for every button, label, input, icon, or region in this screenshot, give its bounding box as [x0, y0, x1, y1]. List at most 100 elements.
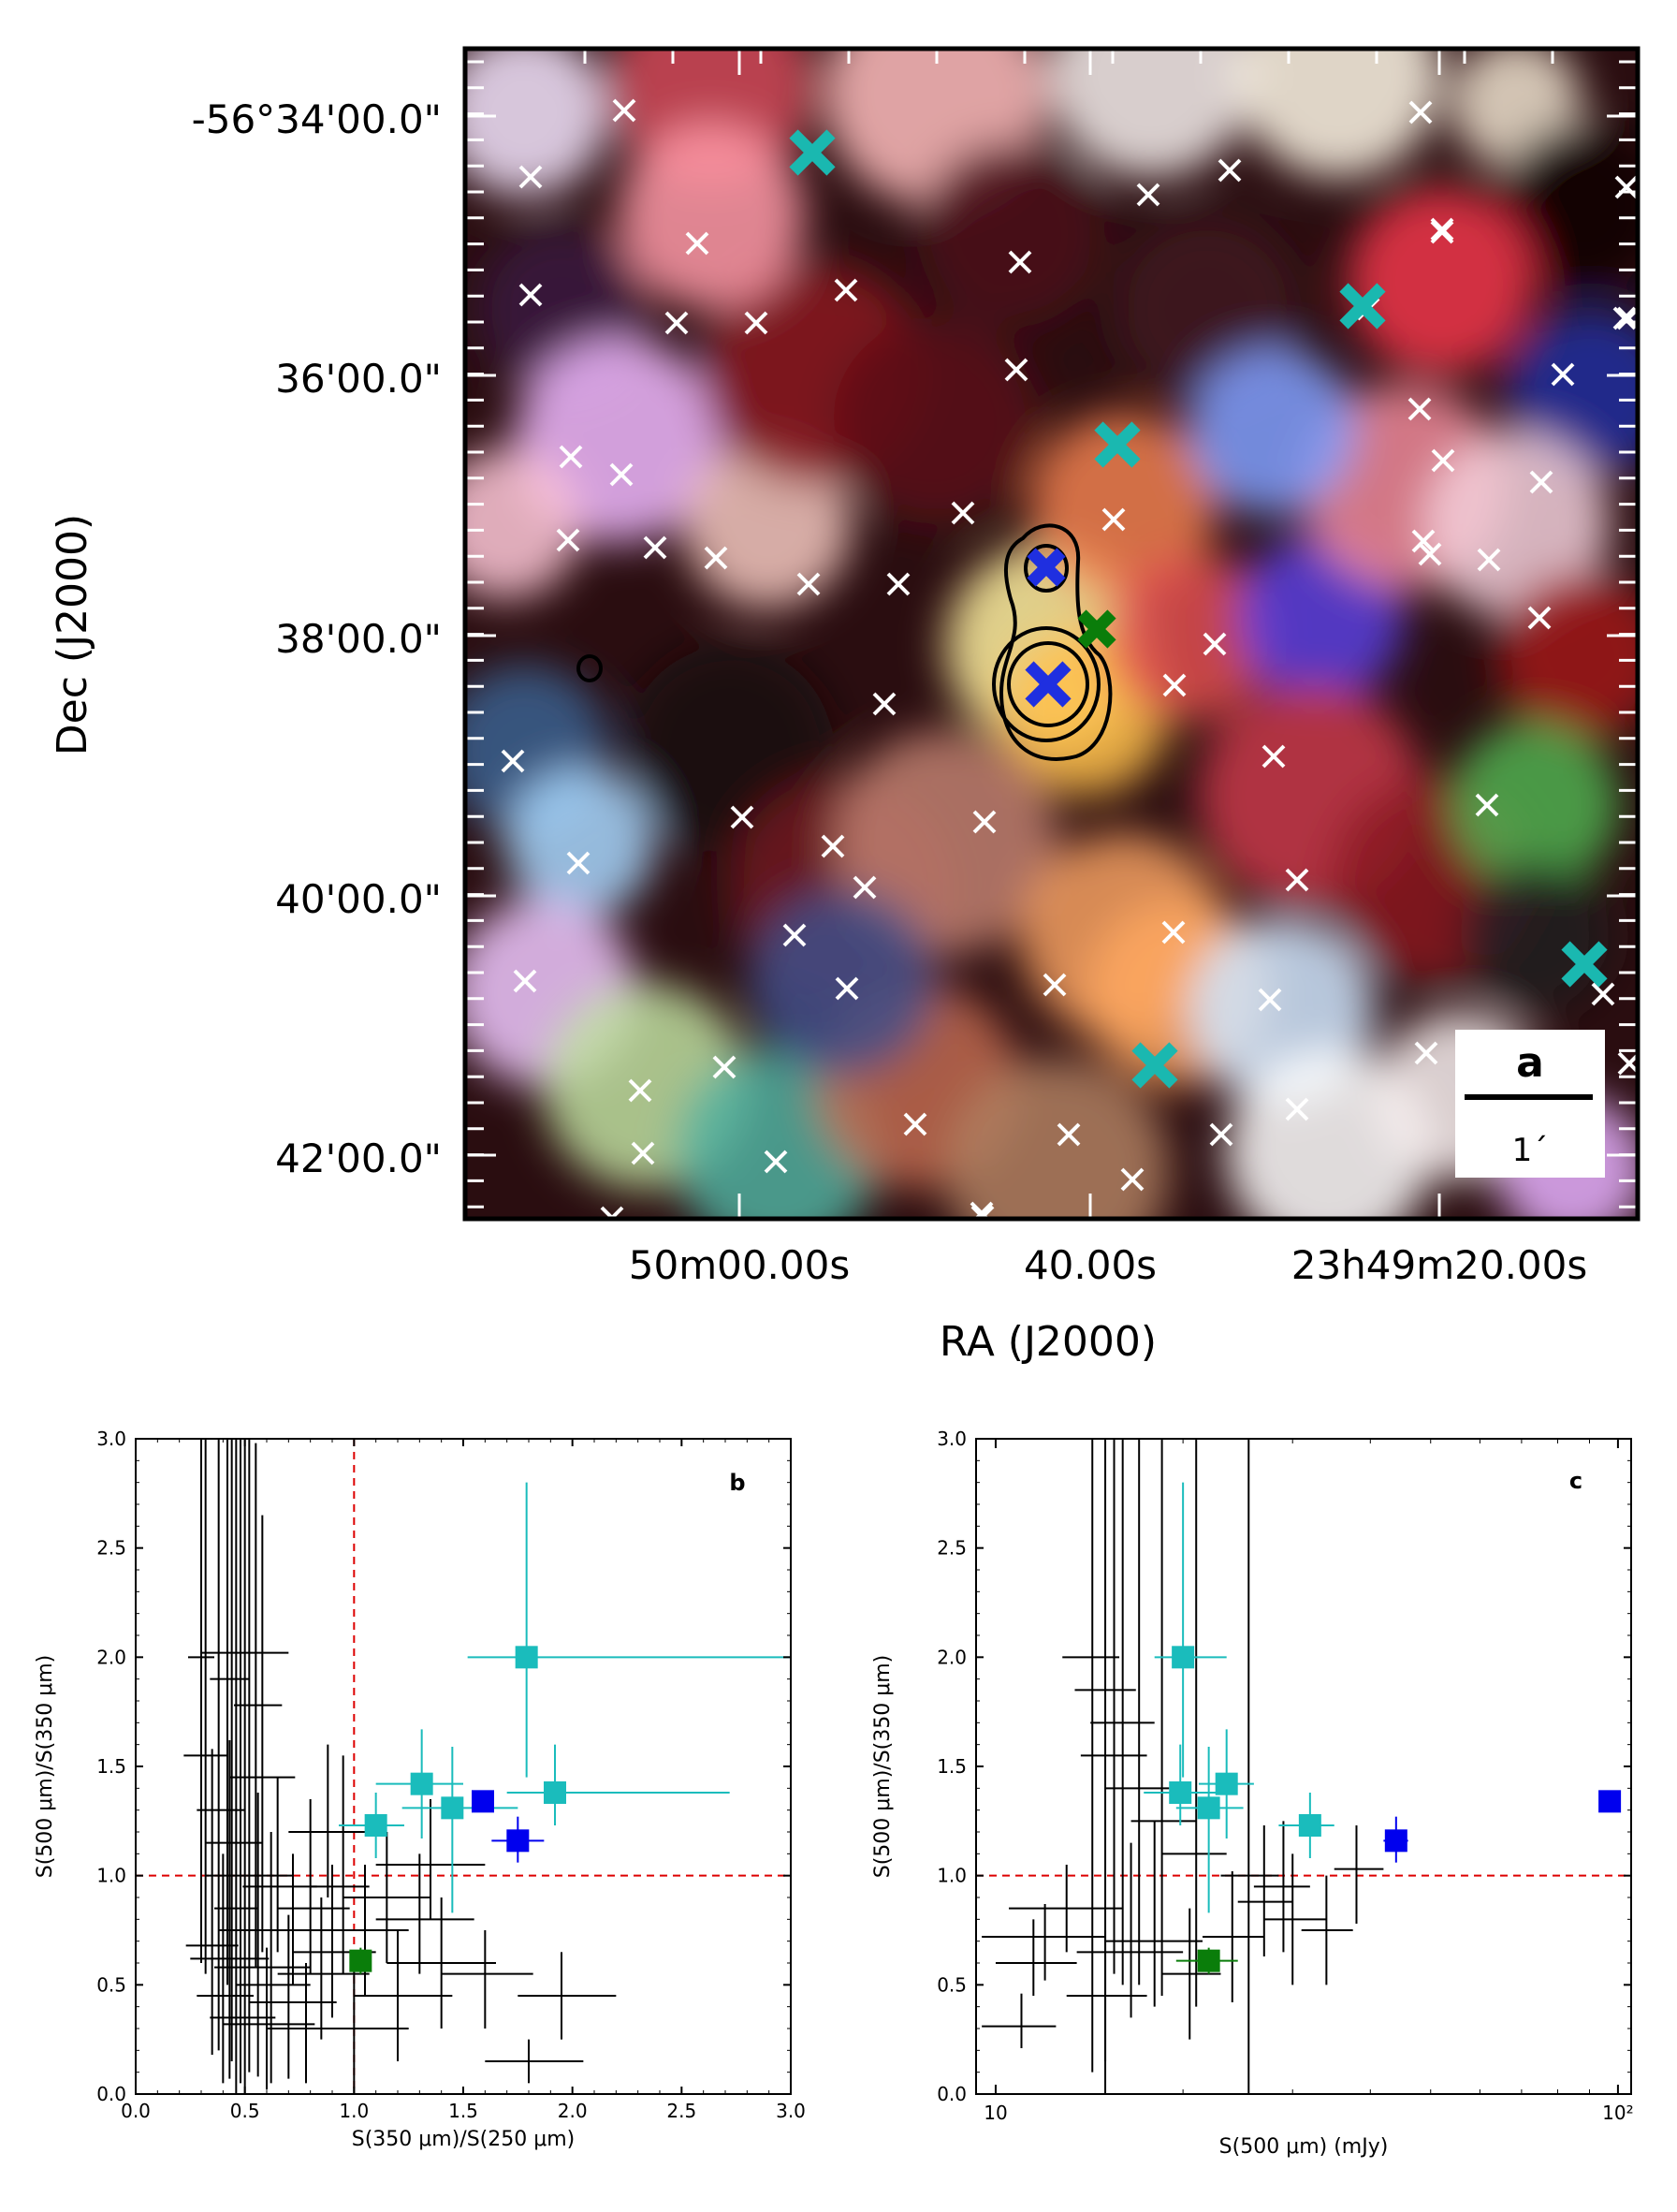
data-point-black: [310, 1963, 409, 2094]
y-tick-label: 3.0: [937, 1428, 967, 1450]
data-point-blue: [472, 1790, 494, 1813]
source-cross: [1591, 982, 1615, 1006]
data-point-black: [982, 1993, 1057, 2048]
source-cross: [1057, 1122, 1081, 1147]
emission-blob: [1422, 431, 1610, 618]
point-marker: [349, 1949, 372, 1972]
source-cross: [764, 1150, 788, 1174]
y-tick-label: 2.5: [937, 1537, 967, 1560]
source-cross: [1101, 507, 1126, 532]
source-cross: [972, 810, 997, 834]
y-tick-label: 1.0: [937, 1865, 967, 1887]
source-cross: [1431, 448, 1455, 473]
point-marker: [1197, 1949, 1220, 1972]
panel-label-b: b: [729, 1470, 745, 1496]
source-cross: [886, 572, 911, 596]
emission-blob: [1188, 346, 1357, 515]
panel-b-y-label: S(500 μm)/S(350 μm): [34, 1655, 57, 1879]
y-tick-label: 0.0: [96, 2083, 126, 2105]
source-cross: [1408, 100, 1433, 125]
emission-blob: [1048, 49, 1254, 178]
data-point-black: [210, 1897, 276, 2084]
point-marker: [472, 1790, 494, 1813]
source-cross: [1120, 1167, 1145, 1192]
source-cross: [834, 278, 858, 302]
point-marker: [1169, 1781, 1192, 1804]
data-point-cyan: [1278, 1793, 1334, 1858]
cyan-source-marker: [1094, 421, 1141, 468]
y-tick-label: 0.0: [937, 2083, 967, 2105]
source-cross: [685, 231, 709, 256]
source-cross: [1430, 220, 1454, 244]
point-marker: [506, 1829, 530, 1853]
source-cross: [609, 462, 634, 487]
data-point-black: [375, 1799, 486, 1920]
source-cross: [1043, 973, 1067, 997]
source-cross: [518, 283, 543, 307]
dec-tick-label: 40'00.0": [275, 876, 442, 922]
data-point-black: [242, 1777, 317, 1953]
data-point-black: [1105, 1439, 1170, 1985]
emission-blob: [917, 140, 1104, 328]
image-frame: [462, 46, 1641, 1222]
data-point-cyan: [467, 1482, 791, 1778]
dec-tick-label: 36'00.0": [275, 356, 442, 402]
y-tick-label: 0.5: [96, 1973, 126, 1996]
data-point-cyan: [1144, 1744, 1218, 1825]
source-cross: [744, 311, 768, 335]
source-markers: [789, 129, 1608, 1089]
upper-contour: [1024, 544, 1069, 593]
false-color-emission: [465, 49, 1638, 1219]
cyan-source-marker: [1339, 283, 1386, 330]
data-point-black: [234, 1443, 283, 1968]
green-source-marker: [1077, 609, 1116, 649]
source-cross: [853, 875, 877, 900]
emission-blob: [833, 730, 1057, 955]
scale-bar-background: [1455, 1030, 1605, 1178]
cyan-source-marker: [1131, 1042, 1178, 1089]
source-cross: [1008, 250, 1032, 274]
ra-tick-label: 23h49m20.00s: [1291, 1242, 1588, 1288]
point-marker: [1197, 1796, 1220, 1820]
blue-source-marker: [1027, 548, 1066, 587]
x-tick-label: 1.0: [339, 2100, 369, 2122]
source-cross: [1161, 920, 1186, 945]
data-point-black: [1066, 1930, 1147, 2061]
source-cross: [664, 311, 689, 335]
source-cross: [1162, 673, 1187, 697]
data-point-black: [1301, 1875, 1353, 1985]
source-cross: [1475, 793, 1499, 817]
data-point-black: [1080, 1439, 1147, 1974]
y-tick-label: 2.5: [96, 1537, 126, 1560]
data-point-black: [288, 1744, 372, 1897]
source-cross: [712, 1055, 736, 1079]
data-point-blue: [1598, 1790, 1622, 1813]
y-tick-label: 1.0: [96, 1865, 126, 1887]
inner-contour: [1007, 641, 1089, 727]
data-point-black: [188, 1439, 214, 1963]
data-point-black: [190, 1740, 270, 2079]
source-cross: [1411, 529, 1436, 553]
source-cross: [566, 851, 591, 875]
data-point-black: [223, 1947, 315, 2090]
panel-c-y-label: S(500 μm)/S(350 μm): [871, 1655, 895, 1879]
source-cross: [1430, 217, 1454, 242]
x-tick-label: 2.0: [558, 2100, 588, 2122]
data-point-black: [210, 1439, 250, 1985]
source-cross: [835, 976, 859, 1001]
data-point-cyan: [401, 1747, 518, 1913]
data-point-black: [386, 1897, 496, 2029]
outer-contour: [999, 523, 1113, 761]
x-tick-label: 0.0: [121, 2100, 151, 2122]
source-cross: [1218, 158, 1242, 183]
scale-bar-label: 1´: [1512, 1132, 1549, 1169]
panel-b-plot: 0.0 0.5 1.0 1.5 2.0 2.5 3.0 0.0 0.5 1.0 1.5 2.0 2.5 3…: [34, 1428, 806, 2151]
source-cross: [1209, 1122, 1233, 1147]
panel-b-x-label: S(350 μm)/S(250 μm): [352, 2128, 576, 2151]
data-point-cyan: [375, 1729, 463, 1838]
ra-tick-label: 40.00s: [1024, 1242, 1157, 1288]
data-point-black: [1090, 1439, 1155, 1985]
source-cross: [970, 1201, 994, 1219]
data-point-black: [1253, 1821, 1310, 1953]
y-tick-label: 1.5: [937, 1755, 967, 1778]
